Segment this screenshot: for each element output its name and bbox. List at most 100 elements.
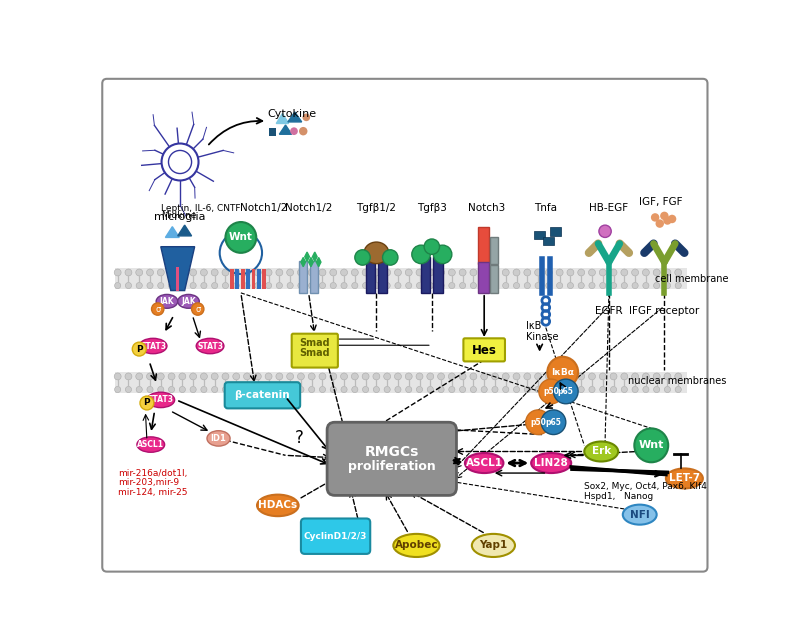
Circle shape: [190, 269, 197, 276]
Circle shape: [412, 245, 431, 263]
Bar: [262, 269, 266, 289]
Circle shape: [567, 283, 574, 289]
Circle shape: [600, 269, 606, 276]
Circle shape: [254, 283, 261, 289]
Circle shape: [621, 386, 627, 393]
Ellipse shape: [364, 242, 389, 263]
Circle shape: [405, 373, 412, 380]
Circle shape: [632, 386, 638, 393]
Bar: [252, 269, 255, 289]
Circle shape: [545, 373, 552, 380]
Circle shape: [600, 373, 606, 380]
Circle shape: [308, 269, 315, 276]
Circle shape: [382, 250, 398, 265]
Circle shape: [449, 283, 455, 289]
Circle shape: [192, 303, 204, 315]
Circle shape: [319, 386, 325, 393]
Text: Tgfβ3: Tgfβ3: [417, 203, 447, 213]
Circle shape: [362, 373, 369, 380]
Circle shape: [395, 386, 401, 393]
Circle shape: [374, 386, 379, 393]
Circle shape: [162, 144, 198, 180]
Circle shape: [438, 283, 444, 289]
Circle shape: [126, 386, 131, 393]
Circle shape: [405, 283, 412, 289]
Circle shape: [212, 283, 218, 289]
Text: HB-EGF: HB-EGF: [589, 203, 629, 213]
Circle shape: [664, 386, 671, 393]
Circle shape: [222, 269, 229, 276]
Circle shape: [599, 225, 611, 238]
Polygon shape: [305, 252, 310, 261]
Circle shape: [524, 269, 531, 276]
Circle shape: [303, 113, 310, 121]
Ellipse shape: [178, 294, 199, 308]
Circle shape: [514, 386, 520, 393]
Circle shape: [600, 283, 606, 289]
Circle shape: [341, 386, 347, 393]
Bar: [478, 262, 489, 293]
Circle shape: [513, 269, 520, 276]
Circle shape: [179, 386, 186, 393]
Text: Notch3: Notch3: [468, 203, 505, 213]
Circle shape: [190, 386, 196, 393]
Circle shape: [459, 373, 466, 380]
Circle shape: [384, 269, 390, 276]
Text: p65: p65: [546, 418, 562, 427]
Circle shape: [460, 283, 466, 289]
Circle shape: [222, 373, 229, 380]
Circle shape: [157, 373, 164, 380]
Text: mir-124, mir-25: mir-124, mir-25: [118, 488, 187, 497]
Circle shape: [653, 373, 660, 380]
Ellipse shape: [666, 468, 703, 488]
Text: p50: p50: [530, 418, 546, 427]
Text: microglia: microglia: [154, 212, 205, 222]
Circle shape: [352, 283, 358, 289]
Circle shape: [233, 269, 239, 276]
Text: Wnt: Wnt: [638, 440, 664, 450]
Circle shape: [589, 386, 595, 393]
Text: Hspd1,   Nanog: Hspd1, Nanog: [585, 492, 653, 501]
Circle shape: [352, 373, 359, 380]
Circle shape: [546, 283, 552, 289]
Circle shape: [642, 269, 649, 276]
Circle shape: [434, 245, 452, 263]
Text: LIN28: LIN28: [534, 458, 568, 468]
Circle shape: [298, 269, 304, 276]
Circle shape: [276, 386, 283, 393]
Circle shape: [664, 283, 671, 289]
Bar: [299, 261, 307, 293]
Circle shape: [298, 373, 304, 380]
Circle shape: [492, 386, 498, 393]
Bar: [434, 258, 442, 293]
Circle shape: [589, 269, 596, 276]
Text: STAT3: STAT3: [148, 395, 174, 404]
Circle shape: [611, 386, 617, 393]
Circle shape: [157, 269, 164, 276]
Bar: [478, 227, 489, 265]
Bar: [269, 128, 276, 136]
Circle shape: [265, 283, 272, 289]
Circle shape: [136, 373, 143, 380]
Circle shape: [319, 283, 325, 289]
Circle shape: [125, 269, 132, 276]
Circle shape: [535, 373, 542, 380]
Circle shape: [481, 269, 487, 276]
Text: IκBα: IκBα: [551, 368, 574, 377]
Circle shape: [481, 386, 487, 393]
Circle shape: [168, 386, 175, 393]
Circle shape: [244, 283, 250, 289]
Circle shape: [190, 283, 196, 289]
Circle shape: [395, 283, 401, 289]
Text: p50: p50: [544, 387, 559, 396]
Circle shape: [438, 269, 445, 276]
Text: NFI: NFI: [630, 509, 649, 520]
Text: nuclear membranes: nuclear membranes: [628, 376, 727, 386]
Circle shape: [363, 283, 369, 289]
Circle shape: [524, 373, 531, 380]
Text: ?: ?: [295, 429, 304, 447]
Ellipse shape: [623, 505, 656, 525]
Circle shape: [329, 373, 337, 380]
Ellipse shape: [139, 338, 167, 354]
Circle shape: [427, 269, 434, 276]
